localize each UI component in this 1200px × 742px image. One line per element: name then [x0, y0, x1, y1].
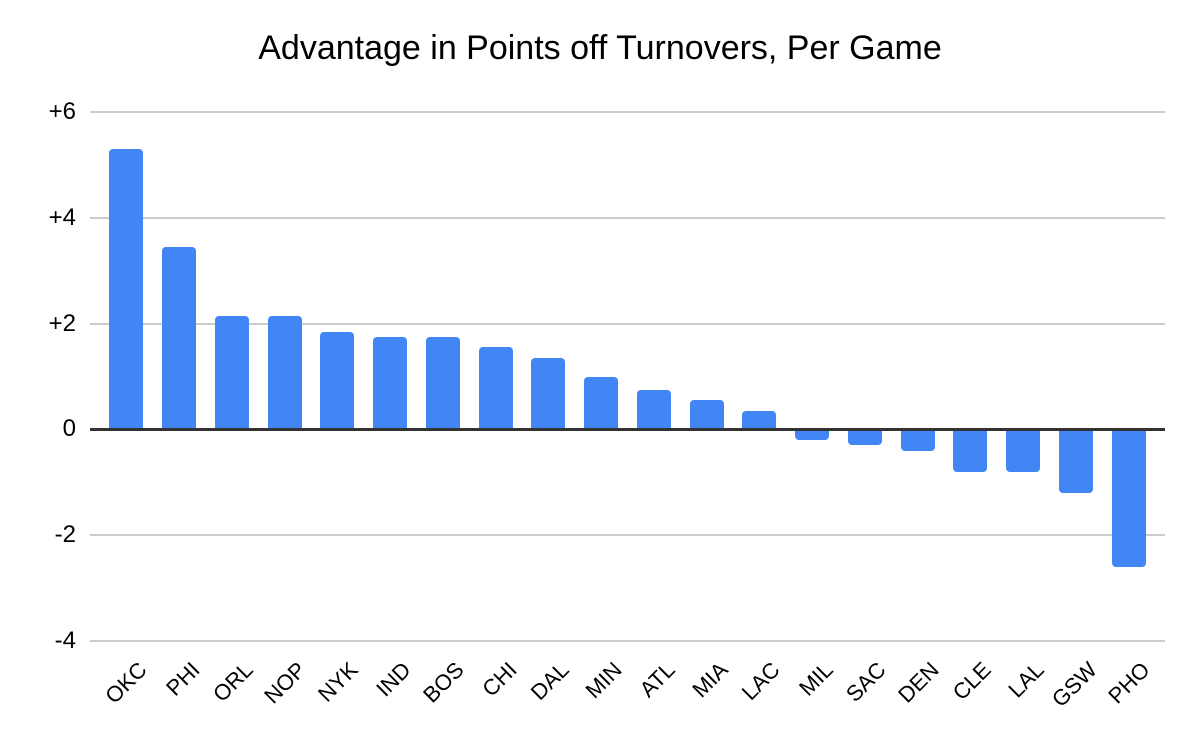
bar-lac[interactable] — [742, 410, 777, 430]
x-tick-label-nyk: NYK — [313, 657, 364, 707]
gridlines-layer — [90, 111, 1165, 642]
y-tick-label--4: -4 — [54, 627, 76, 654]
y-tick-label-+6: +6 — [48, 98, 76, 125]
bar-atl[interactable] — [636, 389, 671, 430]
x-tick-label-lac: LAC — [737, 657, 786, 705]
x-tick-label-min: MIN — [580, 657, 627, 704]
bar-nop[interactable] — [267, 315, 302, 430]
y-axis: +6 +4 +2 0 -2 -4 — [0, 98, 76, 654]
x-tick-label-nop: NOP — [258, 657, 311, 709]
bar-cle[interactable] — [953, 429, 988, 472]
gridline-+2 — [90, 322, 1165, 325]
plot-area: OKC PHI ORL NOP NYK IND BOS CHI DAL MIN ATL MIA LAC M… — [90, 111, 1165, 712]
bar-chi[interactable] — [478, 347, 513, 430]
zero-axis-line — [90, 427, 1165, 431]
y-tick-label-+2: +2 — [48, 309, 76, 337]
gridline-+4 — [90, 216, 1165, 219]
bar-min[interactable] — [584, 376, 619, 430]
bar-mil[interactable] — [795, 429, 830, 440]
bar-dal[interactable] — [531, 358, 566, 430]
x-tick-label-mia: MIA — [686, 657, 733, 703]
y-tick-label-+4: +4 — [48, 203, 76, 231]
gridline-+6 — [90, 111, 1165, 113]
x-tick-label-mil: MIL — [794, 657, 838, 701]
bar-lal[interactable] — [1006, 429, 1041, 472]
x-tick-label-orl: ORL — [207, 657, 258, 707]
x-tick-label-phi: PHI — [161, 657, 205, 701]
x-tick-label-ind: IND — [371, 657, 416, 702]
x-tick-label-gsw: GSW — [1046, 657, 1102, 712]
x-tick-label-chi: CHI — [476, 657, 522, 702]
x-tick-label-den: DEN — [892, 657, 944, 708]
y-tick-label-0: 0 — [62, 415, 76, 443]
x-tick-label-pho: PHO — [1102, 657, 1155, 709]
bar-den[interactable] — [900, 429, 935, 451]
x-tick-label-sac: SAC — [840, 657, 891, 707]
x-tick-label-dal: DAL — [526, 657, 575, 705]
bar-gsw[interactable] — [1058, 429, 1093, 493]
y-tick-label--2: -2 — [54, 521, 76, 549]
bars-layer — [100, 112, 1155, 641]
gridline--4 — [90, 640, 1165, 642]
x-tick-label-lal: LAL — [1003, 657, 1049, 703]
bar-ind[interactable] — [373, 336, 408, 430]
x-tick-label-cle: CLE — [948, 657, 997, 705]
bar-sac[interactable] — [847, 429, 882, 446]
bar-nyk[interactable] — [320, 331, 355, 430]
bar-okc[interactable] — [109, 149, 144, 430]
gridline--2 — [90, 534, 1165, 537]
chart-title: Advantage in Points off Turnovers, Per G… — [258, 29, 942, 67]
x-tick-label-atl: ATL — [634, 657, 680, 703]
bar-orl[interactable] — [214, 315, 249, 430]
bar-phi[interactable] — [162, 246, 197, 430]
x-tick-label-okc: OKC — [100, 657, 153, 709]
x-tick-label-bos: BOS — [418, 657, 469, 708]
bar-pho[interactable] — [1111, 429, 1146, 567]
bar-bos[interactable] — [425, 336, 460, 430]
bar-mia[interactable] — [689, 400, 724, 430]
